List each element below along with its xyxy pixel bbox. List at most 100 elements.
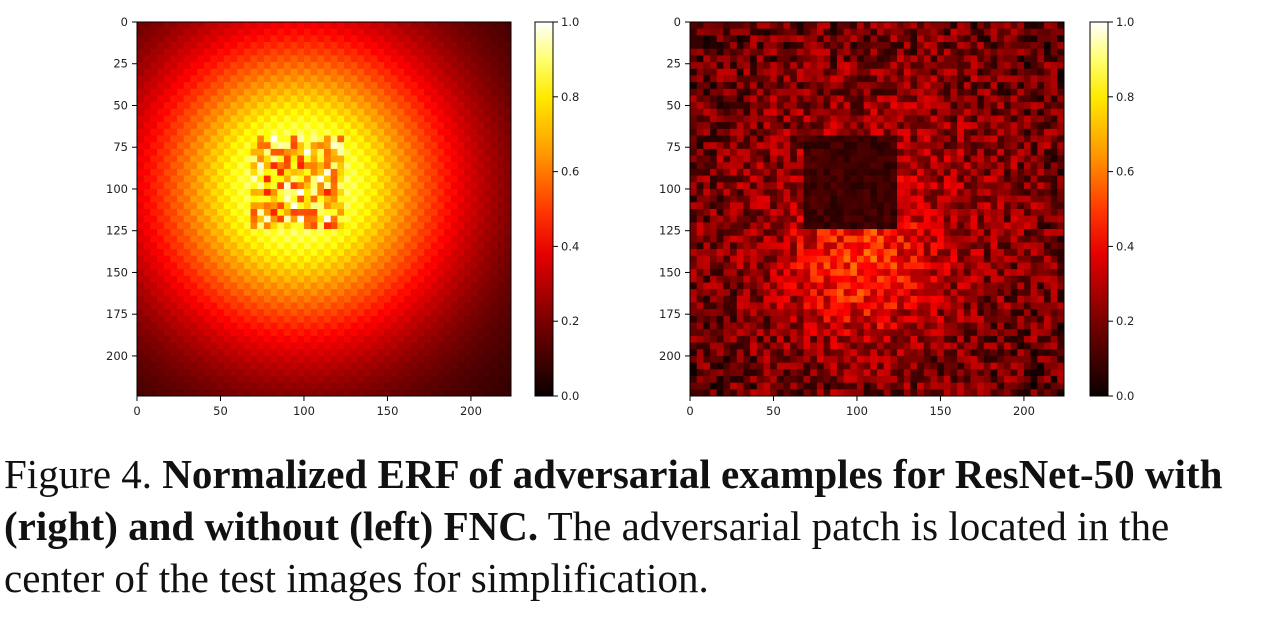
heatmap-cell <box>963 162 971 170</box>
heatmap-cell <box>836 122 845 130</box>
heatmap-cell <box>836 95 845 103</box>
heatmap-cell <box>317 382 325 390</box>
heatmap-cell <box>277 102 285 110</box>
heatmap-cell <box>170 168 178 177</box>
heatmap-cell <box>963 115 971 123</box>
heatmap-cell <box>197 202 205 210</box>
heatmap-cell <box>283 262 292 270</box>
heatmap-cell <box>390 162 398 170</box>
heatmap-cell <box>877 229 885 237</box>
heatmap-cell <box>410 315 418 323</box>
heatmap-cell <box>823 229 831 237</box>
heatmap-cell <box>417 155 425 163</box>
heatmap-cell <box>790 148 798 156</box>
heatmap-cell <box>490 48 499 56</box>
heatmap-cell <box>210 42 218 50</box>
heatmap-cell <box>390 88 398 96</box>
heatmap-cell <box>497 369 505 377</box>
heatmap-cell <box>1017 48 1025 56</box>
heatmap-cell <box>163 82 171 90</box>
heatmap-cell <box>177 249 185 257</box>
heatmap-cell <box>303 355 312 364</box>
heatmap-cell <box>183 188 191 197</box>
heatmap-cell <box>937 22 945 30</box>
heatmap-cell <box>170 335 178 343</box>
heatmap-cell <box>143 188 151 197</box>
heatmap-cell <box>283 355 292 364</box>
heatmap-cell <box>856 215 865 223</box>
heatmap-cell <box>157 108 165 116</box>
heatmap-cell <box>317 335 325 343</box>
heatmap-cell <box>290 255 298 263</box>
heatmap-cell <box>444 262 452 270</box>
heatmap-cell <box>790 182 798 190</box>
heatmap-cell <box>750 55 758 63</box>
heatmap-cell <box>497 82 505 90</box>
heatmap-cell <box>377 275 385 283</box>
heatmap-cell <box>450 135 458 143</box>
heatmap-cell <box>756 182 764 190</box>
heatmap-cell <box>257 362 265 370</box>
heatmap-cell <box>350 28 358 36</box>
heatmap-cell <box>163 62 171 70</box>
heatmap-cell <box>364 349 372 357</box>
heatmap-cell <box>190 242 198 250</box>
heatmap-cell <box>877 128 885 136</box>
heatmap-cell <box>384 255 392 263</box>
heatmap-cell <box>716 155 724 163</box>
heatmap-cell <box>990 42 998 50</box>
heatmap-cell <box>504 322 512 330</box>
heatmap-cell <box>730 175 738 183</box>
heatmap-cell <box>470 48 479 56</box>
heatmap-cell <box>470 155 479 163</box>
heatmap-cell <box>330 342 338 350</box>
heatmap-cell <box>997 162 1005 170</box>
heatmap-cell <box>310 95 318 103</box>
heatmap-cell <box>464 148 472 156</box>
heatmap-cell <box>1017 108 1025 116</box>
heatmap-cell <box>783 115 791 123</box>
heatmap-cell <box>384 202 392 210</box>
heatmap-cell <box>464 282 472 290</box>
heatmap-cell <box>750 88 758 96</box>
heatmap-cell <box>424 369 432 377</box>
heatmap-cell <box>723 182 731 190</box>
heatmap-cell <box>250 162 258 170</box>
heatmap-cell <box>1050 229 1058 237</box>
heatmap-cell <box>410 115 418 123</box>
heatmap-cell <box>404 329 412 337</box>
heatmap-cell <box>177 315 185 323</box>
heatmap-cell <box>410 102 418 110</box>
heatmap-cell <box>324 282 332 290</box>
heatmap-cell <box>370 82 378 90</box>
heatmap-cell <box>710 195 718 203</box>
heatmap-cell <box>404 42 412 50</box>
heatmap-cell <box>430 55 438 63</box>
heatmap-cell <box>477 222 485 230</box>
heatmap-cell <box>303 275 312 283</box>
heatmap-cell <box>1050 175 1058 183</box>
heatmap-cell <box>270 335 278 343</box>
heatmap-cell <box>710 155 718 163</box>
heatmap-cell <box>257 322 265 330</box>
heatmap-cell <box>437 135 445 143</box>
heatmap-cell <box>796 122 804 130</box>
heatmap-cell <box>243 369 251 377</box>
heatmap-cell <box>830 209 838 217</box>
heatmap-cell <box>303 68 312 76</box>
heatmap-cell <box>290 382 298 390</box>
heatmap-cell <box>270 202 278 210</box>
heatmap-cell <box>430 162 438 170</box>
heatmap-cell <box>303 42 312 50</box>
heatmap-cell <box>963 108 971 116</box>
heatmap-cell <box>330 22 338 30</box>
heatmap-cell <box>1003 215 1011 223</box>
heatmap-cell <box>270 142 278 150</box>
heatmap-cell <box>350 322 358 330</box>
heatmap-cell <box>1037 75 1045 83</box>
heatmap-cell <box>143 128 151 136</box>
heatmap-cell <box>990 175 998 183</box>
heatmap-cell <box>937 148 945 156</box>
heatmap-cell <box>750 22 758 30</box>
heatmap-cell <box>776 88 784 96</box>
